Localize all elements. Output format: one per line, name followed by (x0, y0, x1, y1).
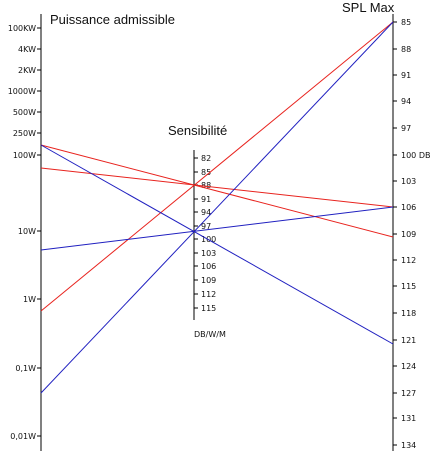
right-axis-tick-label: 112 (401, 256, 416, 265)
right-axis-tick-label: 88 (401, 45, 411, 54)
right-axis-title: SPL Max (342, 0, 395, 15)
right-axis-tick-label: 118 (401, 309, 416, 318)
left-axis-tick-label: 0,1W (15, 364, 36, 373)
left-axis-tick-label: 1000W (8, 87, 36, 96)
left-axis-tick-label: 4KW (18, 45, 36, 54)
right-axis-tick-label: 94 (401, 97, 411, 106)
middle-axis-tick-label: 94 (201, 208, 211, 217)
left-axis-tick-label: 250W (13, 129, 36, 138)
middle-axis-tick-label: 88 (201, 181, 211, 190)
middle-axis-tick-label: 112 (201, 290, 216, 299)
middle-axis-tick-label: 115 (201, 304, 216, 313)
red-line-c (40, 21, 394, 312)
middle-axis-tick-label: 106 (201, 262, 216, 271)
middle-axis-tick-label: 82 (201, 154, 211, 163)
left-axis-tick-label: 1W (23, 295, 36, 304)
example-lines (40, 21, 394, 394)
right-axis-tick-label: 91 (401, 71, 411, 80)
right-axis-tick-label: 115 (401, 282, 416, 291)
left-axis-title: Puissance admissible (50, 12, 175, 27)
middle-axis-tick-label: 91 (201, 195, 211, 204)
middle-axis-title: Sensibilité (168, 123, 227, 138)
red-line-a (40, 144, 394, 238)
right-axis-tick-label: 121 (401, 336, 416, 345)
right-axis-tick-label: 106 (401, 203, 416, 212)
left-axis-tick-label: 10W (18, 227, 36, 236)
middle-axis-tick-label: 103 (201, 249, 216, 258)
right-axis-tick-label: 134 (401, 441, 416, 450)
middle-axis-tick-label: 85 (201, 168, 211, 177)
left-axis-tick-label: 2KW (18, 66, 36, 75)
right-axis-tick-label: 127 (401, 389, 416, 398)
right-axis-tick-label: 100 DB (401, 151, 430, 160)
right-axis-tick-label: 103 (401, 177, 416, 186)
blue-line-b (40, 206, 394, 251)
middle-axis-tick-label: 109 (201, 276, 216, 285)
red-line-b (40, 167, 394, 208)
left-axis-tick-label: 0,01W (10, 432, 36, 441)
left-axis-tick-label: 100KW (8, 24, 36, 33)
right-axis-ticks: 85 88 91 94 97 100 DB 103 106 109 112 115 118 121 124… (393, 18, 430, 450)
left-axis-tick-label: 500W (13, 108, 36, 117)
blue-line-c (40, 21, 394, 394)
middle-axis-unit: DB/W/M (194, 330, 226, 339)
blue-line-a (40, 144, 394, 345)
right-axis-tick-label: 131 (401, 414, 416, 423)
right-axis-tick-label: 85 (401, 18, 411, 27)
right-axis-tick-label: 109 (401, 230, 416, 239)
right-axis-tick-label: 124 (401, 362, 416, 371)
middle-axis-tick-label: 97 (201, 222, 211, 231)
right-axis-tick-label: 97 (401, 124, 411, 133)
left-axis-tick-label: 100W (13, 151, 36, 160)
left-axis-ticks: 100KW 4KW 2KW 1000W 500W 250W 100W 10W 1W 0,1W 0,0… (8, 24, 41, 441)
